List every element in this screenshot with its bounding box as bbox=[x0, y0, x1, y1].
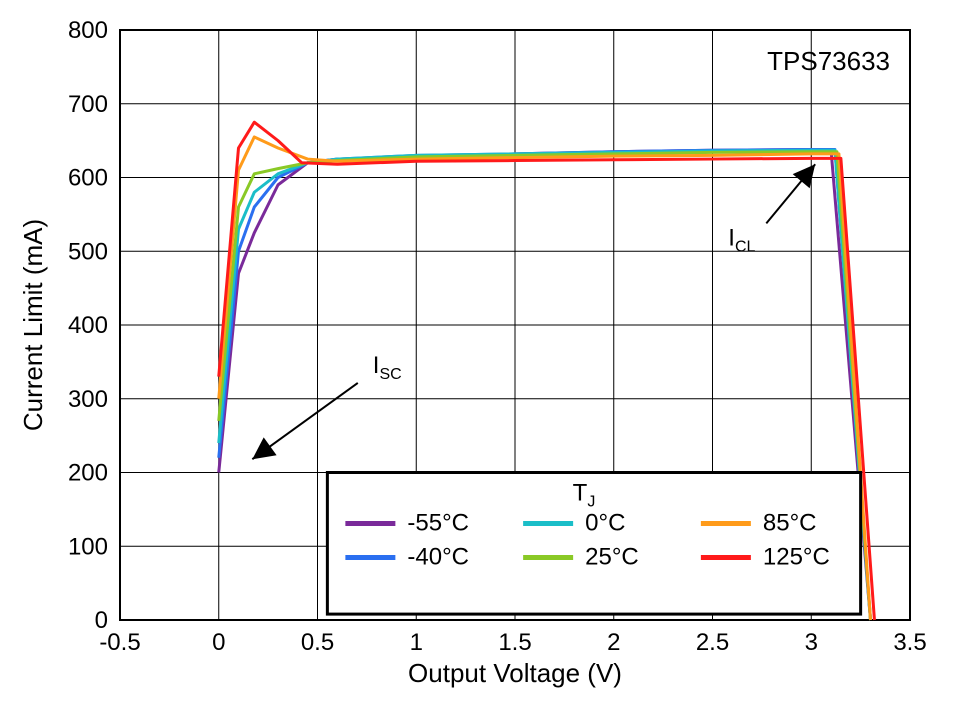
chart-container: -0.500.511.522.533.501002003004005006007… bbox=[0, 0, 960, 701]
x-tick-label: 1 bbox=[410, 629, 423, 656]
y-tick-label: 200 bbox=[68, 460, 108, 487]
y-tick-label: 300 bbox=[68, 386, 108, 413]
x-tick-label: 0 bbox=[212, 629, 225, 656]
y-tick-label: 500 bbox=[68, 238, 108, 265]
y-tick-label: 100 bbox=[68, 533, 108, 560]
legend-item-label: -55°C bbox=[407, 510, 469, 537]
chart-svg: -0.500.511.522.533.501002003004005006007… bbox=[0, 0, 960, 701]
legend-item-label: 0°C bbox=[585, 510, 625, 537]
legend-item-label: 25°C bbox=[585, 544, 639, 571]
legend-item-label: 85°C bbox=[763, 510, 817, 537]
x-tick-label: 2.5 bbox=[696, 629, 729, 656]
y-tick-label: 700 bbox=[68, 91, 108, 118]
y-axis-label: Current Limit (mA) bbox=[18, 219, 48, 431]
legend-item-label: -40°C bbox=[407, 544, 469, 571]
part-number-label: TPS73633 bbox=[767, 46, 890, 76]
y-tick-label: 600 bbox=[68, 165, 108, 192]
x-tick-label: 0.5 bbox=[301, 629, 334, 656]
legend-item-label: 125°C bbox=[763, 544, 830, 571]
y-tick-label: 0 bbox=[95, 607, 108, 634]
y-tick-label: 800 bbox=[68, 17, 108, 44]
x-axis-label: Output Voltage (V) bbox=[408, 658, 622, 688]
x-tick-label: 2 bbox=[607, 629, 620, 656]
y-tick-label: 400 bbox=[68, 312, 108, 339]
x-tick-label: 3 bbox=[805, 629, 818, 656]
x-tick-label: 1.5 bbox=[498, 629, 531, 656]
x-tick-label: 3.5 bbox=[893, 629, 926, 656]
